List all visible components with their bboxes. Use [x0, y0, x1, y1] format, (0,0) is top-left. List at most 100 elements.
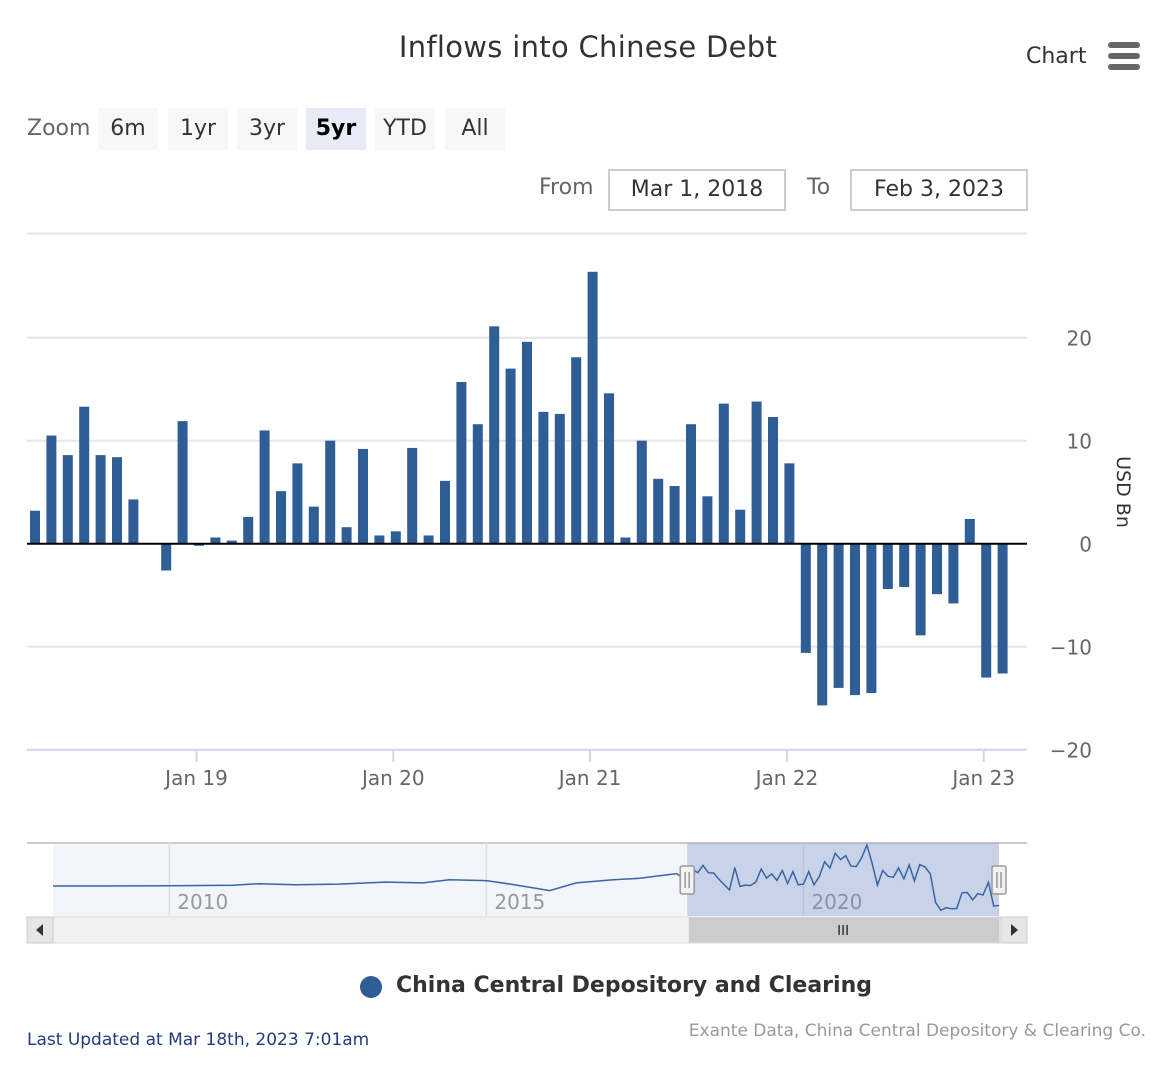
x-tick-label: Jan 23	[950, 766, 1015, 790]
bar	[128, 499, 139, 544]
y-tick-label: −20	[1050, 739, 1092, 763]
bar	[932, 543, 942, 595]
bar	[161, 543, 172, 571]
navigator-background	[53, 843, 999, 916]
bar	[440, 480, 450, 544]
bar	[850, 543, 860, 696]
bar	[30, 510, 40, 544]
bar	[505, 368, 516, 544]
bar	[800, 543, 811, 653]
bar	[997, 543, 1008, 674]
bar	[358, 448, 368, 544]
bar	[538, 411, 549, 544]
bar	[456, 381, 467, 544]
bar	[702, 496, 713, 544]
bar	[177, 421, 188, 544]
bar	[276, 491, 286, 544]
bar	[948, 543, 959, 604]
chart-title: Inflows into Chinese Debt	[398, 30, 778, 64]
legend-marker	[360, 976, 382, 998]
x-tick-label: Jan 21	[557, 766, 622, 790]
bar	[210, 537, 221, 544]
from-date-input[interactable]: Mar 1, 2018	[608, 169, 786, 211]
bar	[407, 447, 418, 544]
x-tick-label: Jan 22	[754, 766, 819, 790]
bar	[653, 478, 664, 544]
bar	[751, 401, 762, 544]
x-axis: Jan 19 Jan 20 Jan 21 Jan 22 Jan 23	[163, 751, 1015, 790]
scrollbar-thumb	[688, 917, 1000, 943]
bar	[194, 543, 204, 546]
bar	[472, 424, 483, 544]
bar	[390, 531, 401, 544]
bar	[587, 271, 598, 544]
scrollbar-left-arrow-icon	[36, 924, 43, 936]
navigator: 2010 2015 2020	[26, 842, 1028, 944]
zoom-button-all[interactable]: All	[445, 108, 505, 150]
zoom-button-ytd[interactable]: YTD	[375, 108, 435, 150]
navigator-year-label: 2015	[494, 890, 545, 914]
bar	[62, 455, 73, 544]
navigator-right-handle[interactable]	[991, 865, 1007, 895]
bar	[620, 537, 631, 544]
handle-body	[679, 865, 695, 895]
bar	[46, 435, 57, 544]
bar	[882, 543, 893, 590]
bar	[817, 543, 828, 706]
bar	[325, 440, 336, 544]
bar	[604, 393, 614, 544]
y-axis-title: USD Bn	[1112, 456, 1134, 528]
navigator-year-label: 2010	[177, 890, 228, 914]
zoom-button-5yr[interactable]: 5yr	[306, 108, 366, 150]
bar	[341, 527, 352, 544]
bar	[79, 406, 90, 544]
navigator-selected-range	[687, 843, 999, 916]
y-tick-label: 0	[1079, 533, 1092, 557]
navigator-year-label: 2020	[811, 890, 862, 914]
to-label: To	[807, 175, 831, 200]
y-axis-tick-labels: −20 −10 0 10 20	[1050, 327, 1092, 763]
y-tick-label: 10	[1067, 430, 1092, 454]
navigator-scrollbar[interactable]	[26, 916, 1028, 944]
last-updated-text: Last Updated at Mar 18th, 2023 7:01am	[27, 1030, 370, 1050]
bar	[308, 506, 319, 544]
bar	[112, 457, 122, 544]
x-tick-label: Jan 19	[163, 766, 228, 790]
from-label: From	[539, 175, 594, 200]
handle-body	[991, 865, 1007, 895]
bar	[243, 516, 254, 544]
bar	[95, 455, 106, 544]
zoom-button-1yr[interactable]: 1yr	[168, 108, 228, 150]
bar	[522, 341, 532, 544]
bar	[636, 440, 647, 544]
bar	[226, 540, 237, 544]
y-tick-label: −10	[1050, 636, 1092, 660]
credits-text[interactable]: Exante Data, China Central Depository & …	[688, 1021, 1146, 1041]
y-tick-label: 20	[1067, 327, 1092, 351]
bar	[571, 357, 582, 544]
hamburger-menu-icon[interactable]	[1108, 42, 1142, 70]
zoom-button-3yr[interactable]: 3yr	[237, 108, 297, 150]
bar	[899, 543, 910, 587]
x-tick-label: Jan 20	[360, 766, 425, 790]
to-date-input[interactable]: Feb 3, 2023	[850, 169, 1028, 211]
bar	[866, 543, 877, 694]
bar	[554, 413, 565, 544]
chart-menu-label[interactable]: Chart	[1026, 44, 1087, 69]
navigator-left-handle[interactable]	[679, 865, 695, 895]
bar	[768, 417, 778, 544]
bar	[833, 543, 844, 688]
bar	[423, 535, 434, 544]
bar	[784, 463, 795, 544]
bar	[915, 543, 926, 636]
bar	[735, 509, 746, 544]
legend-label: China Central Depository and Clearing	[396, 973, 872, 998]
bar	[964, 518, 975, 544]
bar-series	[30, 271, 1008, 706]
zoom-button-6m[interactable]: 6m	[98, 108, 158, 150]
bar	[374, 535, 385, 544]
bar	[669, 486, 680, 544]
bar	[686, 424, 696, 544]
bar	[292, 463, 303, 544]
